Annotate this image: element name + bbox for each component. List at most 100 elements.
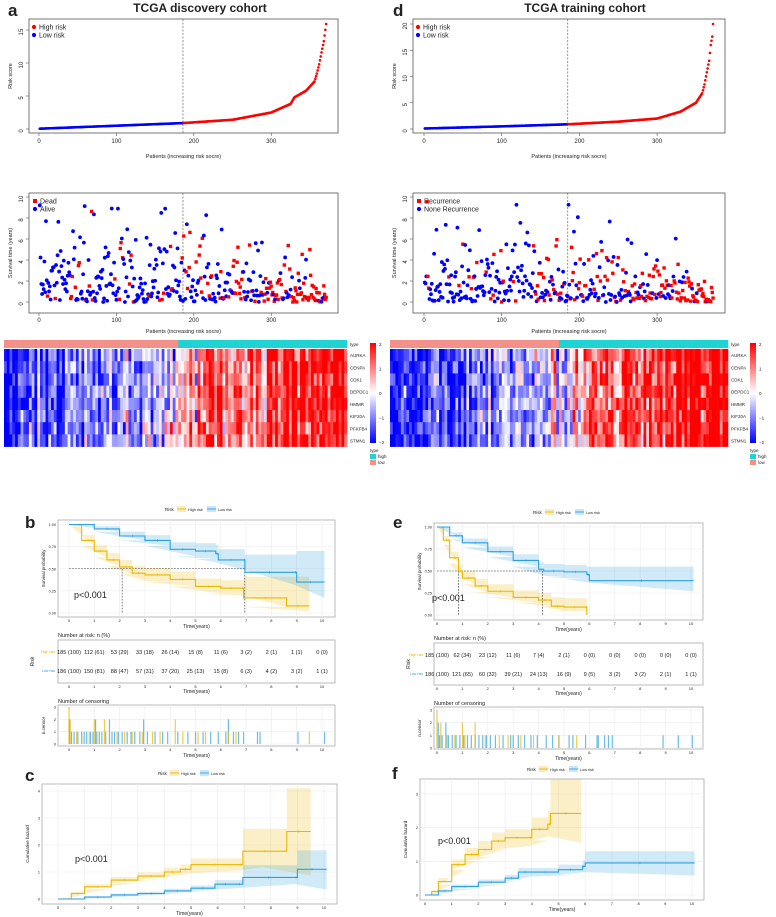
heatmap-cell xyxy=(192,434,196,447)
type-annotation-cell xyxy=(648,340,652,348)
y-tick-label: 0 xyxy=(19,129,25,133)
heatmap-cell xyxy=(545,422,549,435)
heatmap-cell xyxy=(703,373,707,386)
heatmap-cell xyxy=(559,373,563,386)
heatmap-cell xyxy=(192,397,196,411)
censor-bar xyxy=(235,731,237,744)
heatmap-cell xyxy=(643,361,647,374)
censored-point xyxy=(211,291,216,296)
heatmap-cell xyxy=(283,434,287,447)
x-tick-label: 1 xyxy=(461,621,464,626)
heatmap-cell xyxy=(580,349,584,362)
heatmap-cell xyxy=(109,397,113,411)
type-annotation-cell xyxy=(406,340,410,348)
heatmap-cell xyxy=(208,349,212,362)
heatmap-cell xyxy=(98,397,102,411)
heatmap-cell xyxy=(122,373,127,386)
censor-bar xyxy=(187,731,189,744)
heatmap-cell xyxy=(139,434,143,447)
heatmap-cell xyxy=(428,349,432,362)
censored-point xyxy=(473,299,478,303)
heatmap-cell xyxy=(499,385,503,399)
type-annotation-cell xyxy=(629,340,633,348)
event-point xyxy=(531,244,536,248)
heatmap-cell xyxy=(39,385,44,399)
heatmap-cell xyxy=(92,410,96,423)
x-tick-label: 0 xyxy=(68,684,71,689)
x-tick-label: 6 xyxy=(588,686,591,691)
censored-point xyxy=(155,295,160,300)
heatmap-cell xyxy=(419,349,424,362)
event-point xyxy=(200,236,205,240)
heatmap-cell xyxy=(444,397,448,411)
censored-point xyxy=(556,267,561,272)
heatmap-cell xyxy=(616,385,620,399)
heatmap-cell xyxy=(189,385,193,399)
heatmap-cell xyxy=(286,361,290,374)
y-tick-label: 0.75 xyxy=(425,548,432,552)
heatmap-cell xyxy=(400,385,404,399)
x-tick-label: 9 xyxy=(296,618,299,623)
heatmap-cell xyxy=(479,385,483,399)
heatmap-cell xyxy=(561,373,565,386)
heatmap-cell xyxy=(643,349,647,362)
heatmap-cell xyxy=(214,422,218,435)
heatmap-cell xyxy=(684,349,688,362)
type-annotation-cell xyxy=(327,340,331,348)
heatmap-cell xyxy=(75,422,79,435)
y-tick-label: 10 xyxy=(19,61,25,68)
heatmap-cell xyxy=(635,410,639,423)
curve-high-risk xyxy=(58,830,311,900)
risk-table-cell: 0 (0) xyxy=(316,650,328,656)
heatmap-cell xyxy=(136,434,140,447)
heatmap-cell xyxy=(414,410,418,423)
heatmap-cell xyxy=(616,361,620,374)
heatmap-cell xyxy=(673,373,677,386)
heatmap-cell xyxy=(203,422,207,435)
heatmap-cell xyxy=(575,349,579,362)
event-point xyxy=(243,295,247,300)
heatmap-cell xyxy=(687,397,691,411)
heatmap-cell xyxy=(395,385,399,399)
censor-mark xyxy=(201,886,205,890)
heatmap-cell xyxy=(178,422,182,435)
heatmap-cell xyxy=(477,434,481,447)
censor-mark xyxy=(499,589,502,593)
censor-bar xyxy=(551,735,554,748)
censored-point xyxy=(565,294,570,299)
risk-table-cell: 37 (20) xyxy=(161,669,179,675)
heatmap-cell xyxy=(98,349,102,362)
heatmap-cell xyxy=(147,434,151,447)
y-tick-label: 0 xyxy=(54,743,56,747)
heatmap-cell xyxy=(556,349,560,362)
heatmap-cell xyxy=(515,373,519,386)
censor-bar xyxy=(466,735,469,748)
heatmap-cell xyxy=(670,373,674,386)
censor-bar xyxy=(93,719,95,744)
heatmap-cell xyxy=(553,361,557,374)
heatmap-cell xyxy=(59,349,63,362)
heatmap-cell xyxy=(186,373,190,386)
heatmap-cell xyxy=(56,361,60,374)
heatmap-cell xyxy=(610,385,614,399)
heatmap-cell xyxy=(280,349,284,362)
heatmap-cell xyxy=(225,349,229,362)
event-point xyxy=(218,296,222,300)
censor-mark xyxy=(229,558,233,562)
risk-table-title: Number at risk: n (%) xyxy=(58,633,110,639)
type-annotation-cell xyxy=(156,340,160,348)
heatmap-cell xyxy=(131,410,135,423)
y-tick-label: 3 xyxy=(54,706,56,710)
x-tick-label: 1 xyxy=(461,750,464,755)
heatmap-cell xyxy=(252,385,257,399)
censor-bar xyxy=(691,735,693,748)
censored-point xyxy=(61,282,65,286)
heatmap-cell xyxy=(477,397,481,411)
heatmap-cell xyxy=(95,410,99,423)
x-axis-label: Time(years) xyxy=(549,907,576,913)
censored-point xyxy=(104,284,109,288)
heatmap-cell xyxy=(341,397,345,411)
heatmap-cell xyxy=(583,349,587,362)
x-axis-label: Time(years) xyxy=(555,691,582,697)
heatmap-cell xyxy=(51,349,55,362)
